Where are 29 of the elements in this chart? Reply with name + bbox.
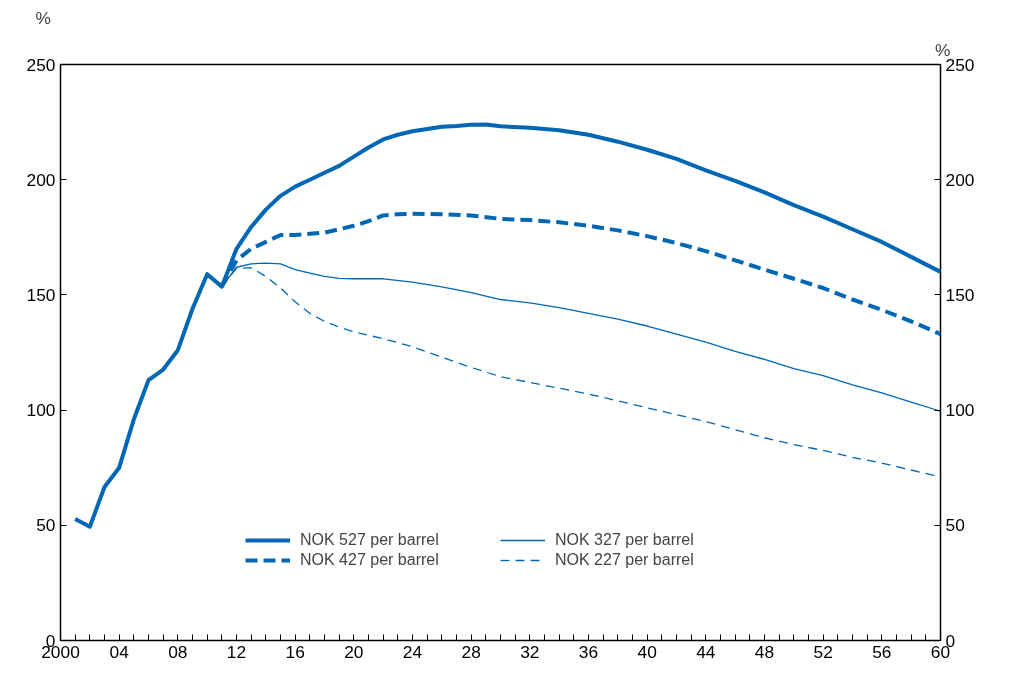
x-tick-label: 48	[754, 641, 775, 662]
legend-label: NOK 527 per barrel	[300, 531, 440, 549]
y-tick-label: 250	[26, 54, 56, 75]
y-axis-title: %	[35, 7, 51, 28]
x-tick-label: 08	[168, 641, 188, 662]
x-tick-label: 16	[285, 641, 305, 662]
legend-label: NOK 327 per barrel	[555, 531, 695, 549]
y2-tick-label: 100	[945, 400, 975, 421]
x-tick-label: 44	[696, 641, 716, 662]
legend-label: NOK 427 per barrel	[300, 551, 440, 569]
y2-axis-title: %	[935, 39, 951, 60]
x-tick-label: 36	[578, 641, 599, 662]
y2-tick-label: 150	[945, 284, 975, 305]
y-tick-label: 200	[26, 169, 56, 190]
y-tick-label: 50	[36, 515, 56, 536]
legend-label: NOK 227 per barrel	[555, 551, 695, 569]
y-tick-label: 150	[26, 284, 56, 305]
x-tick-label: 52	[813, 641, 833, 662]
y2-tick-label: 200	[945, 169, 975, 190]
y2-tick-label: 50	[945, 515, 965, 536]
x-tick-label: 20	[344, 641, 364, 662]
x-tick-label: 24	[402, 641, 423, 662]
y-tick-label: 100	[26, 400, 56, 421]
x-tick-label: 40	[637, 641, 657, 662]
x-tick-label: 56	[872, 641, 892, 662]
x-tick-label: 28	[461, 641, 481, 662]
x-tick-label: 32	[520, 641, 540, 662]
x-tick-label: 12	[226, 641, 247, 662]
x-tick-label: 04	[109, 641, 130, 662]
